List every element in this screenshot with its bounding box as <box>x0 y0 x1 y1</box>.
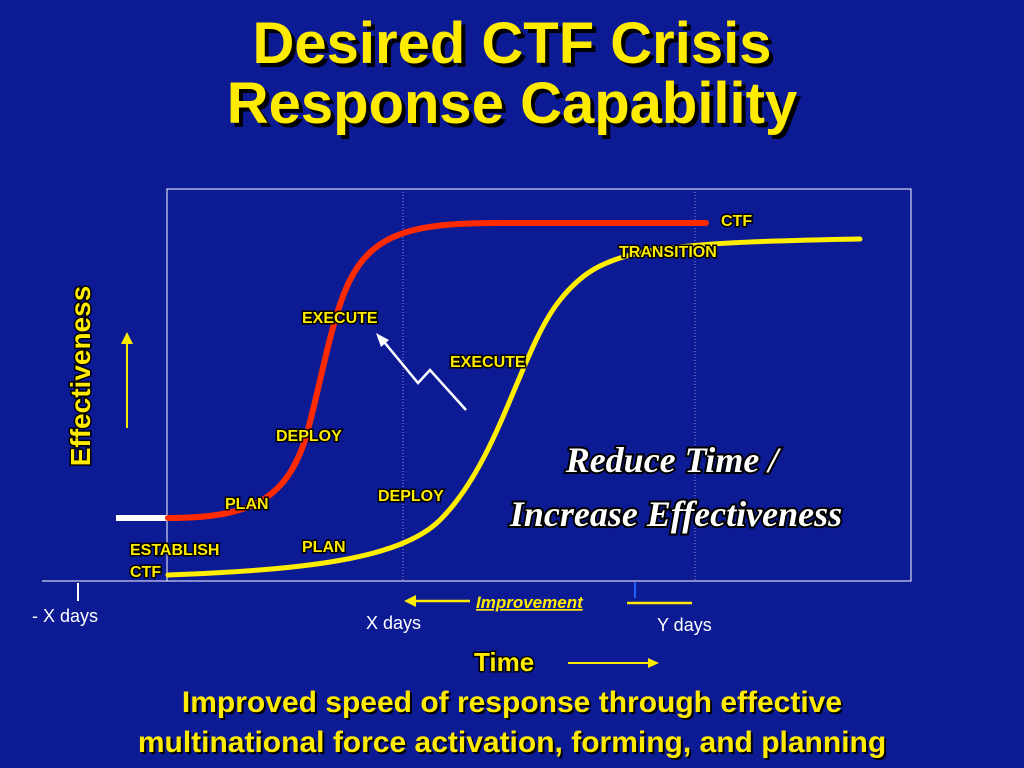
plot-frame <box>166 188 912 582</box>
footer-line-1: Improved speed of response through effec… <box>181 686 843 719</box>
establish-ctf-label: CTF <box>130 564 161 581</box>
improvement-arrowhead <box>404 595 416 607</box>
y-axis-label: Effectiveness <box>65 286 96 467</box>
current-curve <box>165 236 863 578</box>
lightning-bolt-arrowhead <box>376 333 389 347</box>
callout-line-2: Increase Effectiveness <box>509 494 842 534</box>
slide-title: Desired CTF Crisis Response Capability <box>0 14 1024 134</box>
current-deploy-label: DEPLOY <box>378 488 444 505</box>
transition-label: TRANSITION <box>619 244 717 261</box>
time-arrowhead <box>648 658 659 668</box>
minus-x-days-label: - X days <box>32 606 98 626</box>
desired-plan-label: PLAN <box>225 496 269 513</box>
y-days-label: Y days <box>657 615 712 635</box>
x-days-label: X days <box>366 613 421 633</box>
desired-ctf-label: CTF <box>721 213 752 230</box>
title-line-2: Response Capability <box>226 71 798 136</box>
desired-deploy-label: DEPLOY <box>276 428 342 445</box>
callout-line-1: Reduce Time / <box>565 440 782 480</box>
effectiveness-arrowhead <box>121 332 133 344</box>
current-plan-label: PLAN <box>302 539 346 556</box>
title-line-1: Desired CTF Crisis <box>252 11 772 76</box>
current-execute-label: EXECUTE <box>450 354 526 371</box>
establish-label: ESTABLISH <box>130 542 219 559</box>
improvement-label: Improvement <box>476 593 584 612</box>
x-axis-label: Time <box>474 647 534 677</box>
footer-line-2: multinational force activation, forming,… <box>137 726 887 759</box>
lightning-bolt-icon <box>379 336 467 411</box>
footer-caption: Improved speed of response through effec… <box>0 683 1024 763</box>
desired-curve <box>165 220 709 521</box>
desired-execute-label: EXECUTE <box>302 310 378 327</box>
